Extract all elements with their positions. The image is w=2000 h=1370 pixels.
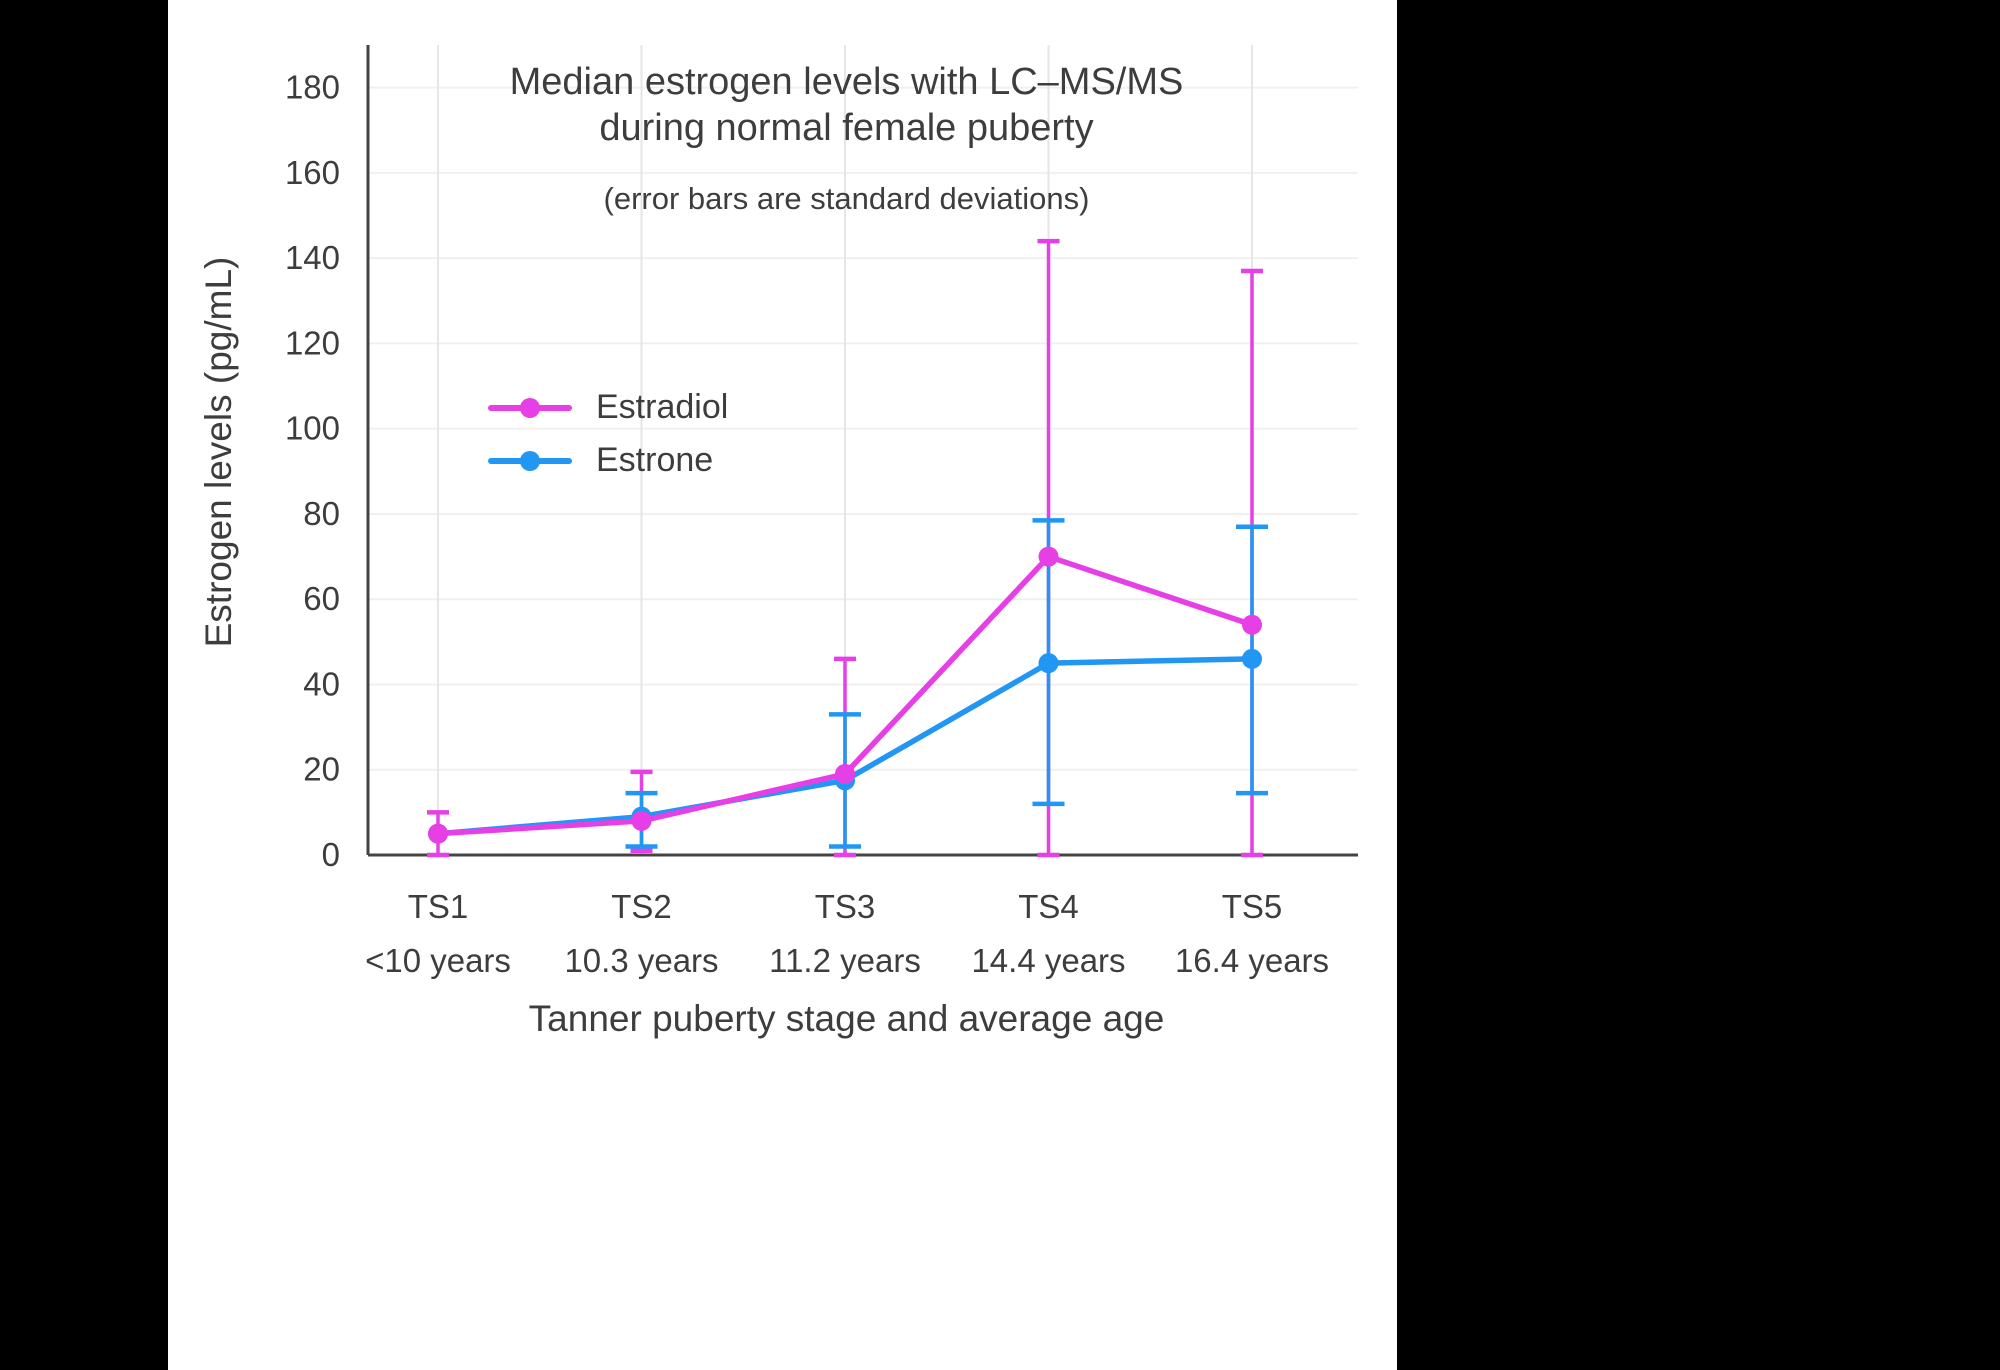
legend-line-sample-estradiol	[488, 397, 572, 418]
x-tick-label: TS2	[611, 888, 672, 925]
x-tick-age-label: 16.4 years	[1175, 942, 1329, 979]
y-tick-label: 20	[303, 751, 340, 788]
x-tick-label: TS4	[1018, 888, 1079, 925]
data-point-estradiol	[1038, 546, 1059, 567]
legend: Estradiol Estrone	[488, 386, 728, 482]
legend-item-estrone: Estrone	[488, 439, 728, 482]
data-point-estrone	[1242, 648, 1262, 669]
x-tick-age-label: 14.4 years	[971, 942, 1125, 979]
y-tick-label: 40	[303, 665, 340, 702]
x-tick-age-label: 10.3 years	[564, 942, 718, 979]
x-tick-age-label: 11.2 years	[769, 942, 921, 979]
data-point-estradiol	[631, 810, 652, 831]
y-tick-label: 160	[285, 154, 340, 191]
chart-title: Median estrogen levels with LC–MS/MS dur…	[509, 61, 1184, 149]
y-tick-label: 140	[285, 239, 340, 276]
x-tick-age-label: <10 years	[365, 942, 511, 979]
x-tick-label: TS1	[408, 888, 469, 925]
y-tick-label: 0	[322, 836, 340, 873]
legend-item-estradiol: Estradiol	[488, 386, 728, 429]
legend-line-sample-estrone	[488, 450, 572, 471]
y-tick-label: 120	[285, 324, 340, 361]
legend-dot-estrone	[520, 450, 540, 471]
chart-plot-area: 0 20 40 60 80 100 120 140 160 180 TS1 <10 years TS2 1…	[285, 45, 1358, 979]
x-axis-title: Tanner puberty stage and average age	[528, 998, 1165, 1039]
legend-label-estrone: Estrone	[596, 441, 714, 479]
legend-dot-estradiol	[520, 397, 540, 418]
data-point-estradiol	[428, 823, 448, 844]
y-tick-label: 180	[285, 69, 340, 106]
y-tick-label: 100	[285, 410, 340, 447]
data-point-estradiol	[1242, 614, 1262, 635]
figure-panel: 0 20 40 60 80 100 120 140 160 180 TS1 <10 years TS2 1…	[168, 0, 1397, 1370]
legend-label-estradiol: Estradiol	[596, 388, 729, 426]
chart-subtitle: (error bars are standard deviations)	[603, 181, 1090, 216]
y-axis-title: Estrogen levels (pg/mL)	[198, 256, 239, 648]
x-tick-label: TS5	[1222, 888, 1283, 925]
y-tick-label: 80	[303, 495, 340, 532]
data-point-estradiol	[835, 764, 855, 784]
y-tick-label: 60	[303, 580, 340, 617]
x-tick-label: TS3	[815, 888, 876, 925]
data-point-estrone	[1038, 653, 1059, 674]
